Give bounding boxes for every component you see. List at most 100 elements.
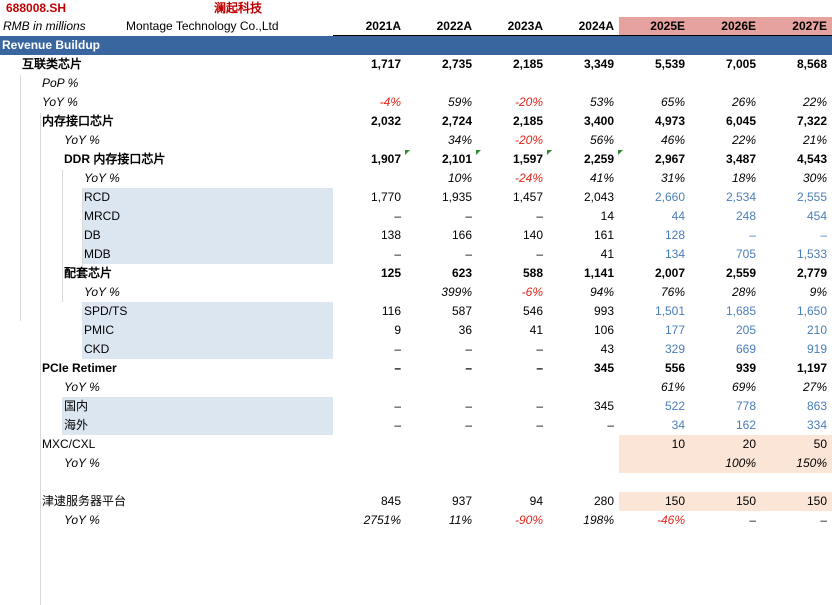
value-cell[interactable]: – — [536, 399, 543, 413]
value-cell[interactable]: 2,259 — [583, 152, 614, 166]
value-cell[interactable]: 454 — [806, 209, 827, 223]
value-cell[interactable]: 2,043 — [583, 190, 614, 204]
value-cell[interactable] — [404, 454, 472, 473]
value-cell[interactable]: 1,457 — [512, 190, 543, 204]
value-cell[interactable]: 2,555 — [796, 190, 827, 204]
value-cell[interactable]: -20% — [514, 95, 543, 109]
table-row[interactable]: 内存接口芯片 2,032 2,724 2,185 3,400 4,973 6,045 7,32… — [0, 112, 832, 131]
value-cell[interactable]: 134 — [664, 247, 685, 261]
value-cell[interactable]: 3,487 — [725, 152, 756, 166]
value-cell[interactable]: 56% — [589, 133, 614, 147]
value-cell[interactable]: -6% — [521, 285, 543, 299]
value-cell[interactable]: 1,935 — [441, 190, 472, 204]
value-cell[interactable]: – — [394, 399, 401, 413]
value-cell[interactable]: -46% — [656, 513, 685, 527]
value-cell[interactable]: 27% — [802, 380, 827, 394]
value-cell[interactable]: 30% — [802, 171, 827, 185]
value-cell[interactable] — [404, 74, 472, 93]
value-cell[interactable]: 150 — [735, 494, 756, 508]
value-cell[interactable]: 248 — [735, 209, 756, 223]
table-row[interactable]: PoP % — [0, 74, 832, 93]
value-cell[interactable]: 9% — [809, 285, 827, 299]
value-cell[interactable] — [333, 74, 401, 93]
value-cell[interactable]: 939 — [735, 361, 756, 375]
value-cell[interactable]: – — [820, 228, 827, 242]
value-cell[interactable]: 4,973 — [654, 114, 685, 128]
value-cell[interactable]: 205 — [735, 323, 756, 337]
value-cell[interactable]: – — [394, 209, 401, 223]
value-cell[interactable]: 334 — [806, 418, 827, 432]
table-row[interactable]: 互联类芯片 1,717 2,735 2,185 3,349 5,539 7,005 8,568 — [0, 55, 832, 74]
value-cell[interactable] — [688, 74, 756, 93]
value-cell[interactable]: 76% — [660, 285, 685, 299]
value-cell[interactable]: 705 — [735, 247, 756, 261]
value-cell[interactable]: 1,597 — [512, 152, 543, 166]
value-cell[interactable] — [333, 454, 401, 473]
value-cell[interactable]: 1,717 — [370, 57, 401, 71]
value-cell[interactable]: 10 — [671, 437, 685, 451]
value-cell[interactable]: 345 — [593, 399, 614, 413]
value-cell[interactable]: -24% — [514, 171, 543, 185]
value-cell[interactable]: 669 — [735, 342, 756, 356]
year-header-2021a[interactable]: 2021A — [365, 19, 401, 33]
value-cell[interactable]: 10% — [447, 171, 472, 185]
value-cell[interactable]: 2,185 — [512, 57, 543, 71]
value-cell[interactable]: – — [465, 342, 472, 356]
year-header-2025e[interactable]: 2025E — [650, 19, 685, 33]
value-cell[interactable]: – — [536, 418, 543, 432]
value-cell[interactable]: 161 — [593, 228, 614, 242]
value-cell[interactable]: 1,685 — [725, 304, 756, 318]
table-row[interactable]: YoY % 399% -6% 94% 76% 28% 9% — [0, 283, 832, 302]
value-cell[interactable]: 1,770 — [370, 190, 401, 204]
value-cell[interactable]: 210 — [806, 323, 827, 337]
value-cell[interactable]: 2,724 — [441, 114, 472, 128]
value-cell[interactable]: 138 — [380, 228, 401, 242]
value-cell[interactable]: 280 — [593, 494, 614, 508]
table-row[interactable]: PMIC 9 36 41 106 177 205 210 — [0, 321, 832, 340]
value-cell[interactable] — [617, 454, 685, 473]
table-row[interactable]: YoY % -4% 59% -20% 53% 65% 26% 22% — [0, 93, 832, 112]
value-cell[interactable]: 587 — [451, 304, 472, 318]
value-cell[interactable] — [617, 74, 685, 93]
table-row[interactable]: CKD – – – 43 329 669 919 — [0, 340, 832, 359]
year-header-2022a[interactable]: 2022A — [436, 19, 472, 33]
table-row[interactable] — [0, 473, 832, 492]
year-header-2023a[interactable]: 2023A — [507, 19, 543, 33]
value-cell[interactable]: – — [465, 361, 472, 375]
value-cell[interactable]: 31% — [660, 171, 685, 185]
value-cell[interactable]: 522 — [664, 399, 685, 413]
value-cell[interactable] — [333, 283, 401, 302]
value-cell[interactable]: 2,660 — [654, 190, 685, 204]
year-header-2024a[interactable]: 2024A — [578, 19, 614, 33]
value-cell[interactable]: 44 — [671, 209, 685, 223]
value-cell[interactable]: 100% — [725, 456, 756, 470]
value-cell[interactable]: – — [536, 209, 543, 223]
value-cell[interactable]: 3,400 — [583, 114, 614, 128]
value-cell[interactable]: 5,539 — [654, 57, 685, 71]
table-row[interactable]: YoY % 34% -20% 56% 46% 22% 21% — [0, 131, 832, 150]
value-cell[interactable] — [688, 473, 756, 492]
value-cell[interactable]: 937 — [451, 494, 472, 508]
value-cell[interactable] — [404, 435, 472, 454]
value-cell[interactable]: – — [394, 418, 401, 432]
value-cell[interactable]: – — [536, 247, 543, 261]
value-cell[interactable]: 399% — [441, 285, 472, 299]
value-cell[interactable]: 50 — [813, 437, 827, 451]
value-cell[interactable]: 20 — [742, 437, 756, 451]
value-cell[interactable]: 993 — [593, 304, 614, 318]
value-cell[interactable] — [475, 378, 543, 397]
table-row[interactable]: PCIe Retimer – – – 345 556 939 1,197 — [0, 359, 832, 378]
value-cell[interactable]: 21% — [802, 133, 827, 147]
value-cell[interactable]: 41% — [589, 171, 614, 185]
value-cell[interactable]: 59% — [447, 95, 472, 109]
table-row[interactable]: 海外 – – – – 34 162 334 — [0, 416, 832, 435]
value-cell[interactable] — [546, 454, 614, 473]
value-cell[interactable] — [475, 473, 543, 492]
value-cell[interactable]: 588 — [522, 266, 543, 280]
value-cell[interactable]: 4,543 — [796, 152, 827, 166]
value-cell[interactable]: 43 — [600, 342, 614, 356]
value-cell[interactable]: 9 — [394, 323, 401, 337]
value-cell[interactable]: – — [465, 247, 472, 261]
value-cell[interactable]: 41 — [529, 323, 543, 337]
value-cell[interactable] — [475, 454, 543, 473]
